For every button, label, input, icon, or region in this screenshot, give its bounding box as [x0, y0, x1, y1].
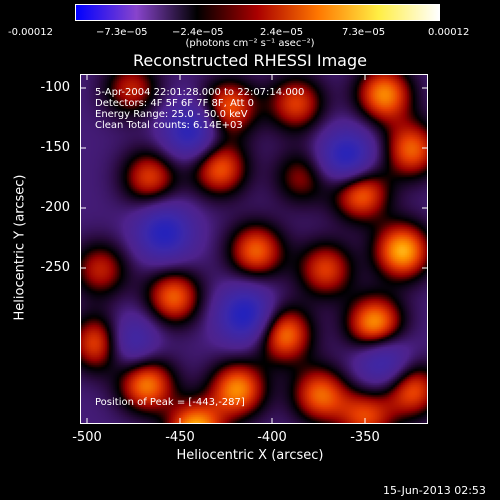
colorbar — [75, 4, 440, 21]
info-line: Detectors: 4F 5F 6F 7F 8F, Att 0 — [95, 98, 255, 109]
x-tick-label: -450 — [165, 430, 195, 445]
chart-title: Reconstructed RHESSI Image — [133, 51, 367, 70]
colorbar-tick-label: 7.3e−05 — [342, 27, 386, 38]
x-tick-label: -400 — [257, 430, 287, 445]
colorbar-unit-label: (photons cm⁻² s⁻¹ asec⁻²) — [185, 38, 315, 49]
colorbar-tick-label: −7.3e−05 — [96, 27, 148, 38]
y-tick-label: -250 — [40, 260, 70, 275]
y-axis-label: Heliocentric Y (arcsec) — [12, 174, 28, 321]
info-line: Clean Total counts: 6.14E+03 — [95, 120, 243, 131]
colorbar-tick-label: 2.4e−05 — [260, 27, 304, 38]
plot-area: 5-Apr-2004 22:01:28.000 to 22:07:14.000 … — [80, 74, 428, 424]
heatmap-image — [81, 75, 427, 423]
y-tick-label: -100 — [40, 80, 70, 95]
colorbar-tick-label: −2.4e−05 — [172, 27, 224, 38]
colorbar-tick-label: 0.00012 — [428, 27, 470, 38]
x-tick-label: -350 — [350, 430, 380, 445]
colorbar-tick-label: -0.00012 — [8, 27, 53, 38]
x-tick-label: -500 — [72, 430, 102, 445]
y-tick-label: -150 — [40, 140, 70, 155]
peak-position-label: Position of Peak = [-443,-287] — [95, 397, 245, 408]
info-line: Energy Range: 25.0 - 50.0 keV — [95, 109, 248, 120]
y-tick-label: -200 — [40, 200, 70, 215]
x-axis-label: Heliocentric X (arcsec) — [176, 448, 324, 463]
timestamp: 15-Jun-2013 02:53 — [383, 484, 486, 497]
info-line: 5-Apr-2004 22:01:28.000 to 22:07:14.000 — [95, 87, 305, 98]
